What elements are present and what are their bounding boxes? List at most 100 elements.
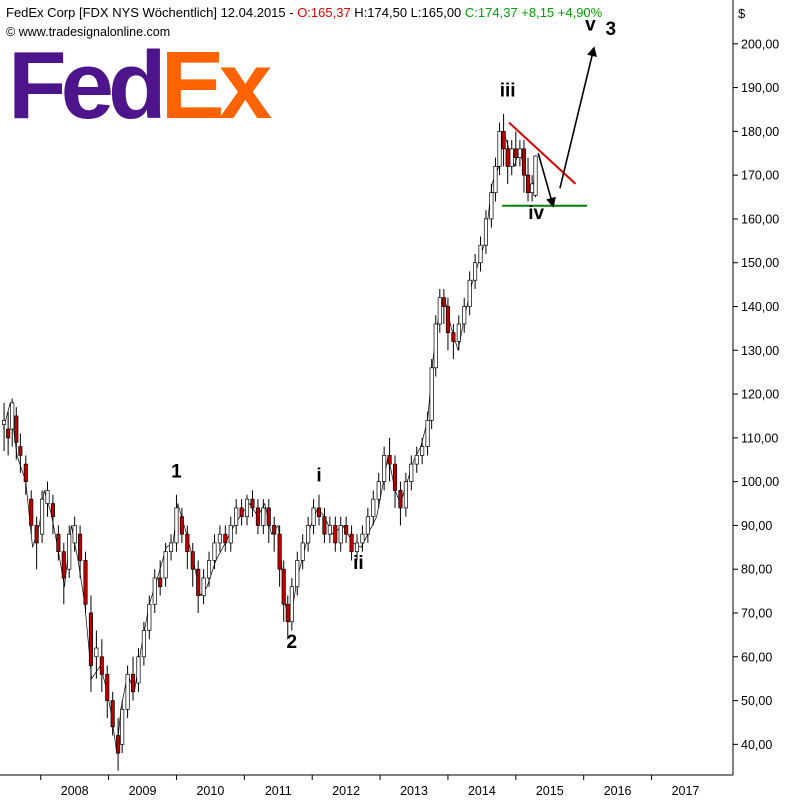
- candle-body: [120, 708, 125, 745]
- candle-body: [505, 148, 510, 167]
- candle-body: [18, 446, 23, 456]
- candle-body: [6, 428, 11, 439]
- candle-body: [398, 490, 403, 509]
- y-tick-label: 80,00: [741, 563, 772, 577]
- candle-body: [56, 533, 61, 553]
- open-value: O:165,37: [297, 5, 351, 20]
- y-tick-label: 120,00: [741, 388, 779, 402]
- candle-body: [451, 332, 456, 342]
- close-value: C:174,37 +8,15 +4,90%: [464, 5, 603, 20]
- candle-body: [316, 507, 322, 518]
- candle-body: [281, 568, 286, 605]
- candle-body: [34, 525, 39, 544]
- wave-label: 3: [606, 19, 617, 40]
- y-tick-label: 40,00: [741, 738, 772, 752]
- y-tick-label: 140,00: [741, 300, 779, 314]
- candle-body: [441, 297, 446, 307]
- candle-body: [360, 533, 365, 544]
- candle-body: [462, 306, 467, 325]
- candle-body: [489, 192, 494, 220]
- wave-label: 1: [171, 461, 182, 482]
- y-tick-label: 200,00: [741, 37, 779, 51]
- candle-body: [78, 533, 83, 561]
- wave-label: 2: [287, 632, 298, 653]
- candle-body: [420, 446, 425, 456]
- y-tick-label: 60,00: [741, 650, 772, 664]
- x-tick-label: 2015: [536, 784, 564, 798]
- candle-body: [354, 542, 360, 553]
- y-tick-label: 50,00: [741, 694, 772, 708]
- candle-body: [533, 155, 538, 196]
- candle-body: [201, 577, 206, 596]
- candle-body: [45, 490, 50, 504]
- candle-body: [2, 419, 7, 426]
- candle-body: [437, 297, 442, 325]
- candle-body: [255, 507, 260, 526]
- candle-body: [525, 174, 531, 194]
- candle-body: [333, 525, 338, 544]
- candle-body: [467, 279, 472, 307]
- candle-body: [409, 463, 414, 482]
- candle-body: [228, 525, 233, 544]
- chart-title: FedEx Corp [FDX NYS Wöchentlich] 12.04.2…: [6, 5, 298, 20]
- candle-body: [10, 402, 15, 430]
- website-label[interactable]: © www.tradesignalonline.com: [6, 25, 170, 39]
- wave-label: i: [316, 466, 321, 487]
- candle-body: [517, 148, 522, 158]
- candle-body: [272, 525, 277, 535]
- candle-body: [50, 503, 55, 518]
- candle-body: [61, 551, 66, 579]
- candle-body: [72, 525, 77, 544]
- chart-header: FedEx Corp [FDX NYS Wöchentlich] 12.04.2…: [6, 5, 602, 20]
- candle-body: [110, 700, 115, 728]
- candle-body: [190, 551, 195, 570]
- candle-body: [478, 244, 483, 264]
- currency-symbol: $: [738, 6, 746, 21]
- candle-body: [261, 507, 266, 526]
- candle-body: [88, 612, 93, 666]
- candle-body: [382, 455, 387, 482]
- candle-body: [239, 507, 244, 518]
- candle-body: [509, 148, 514, 167]
- candle-body: [83, 560, 88, 605]
- candle-body: [277, 533, 282, 570]
- candle-body: [141, 630, 146, 658]
- x-tick-label: 2013: [400, 784, 428, 798]
- candle-body: [99, 656, 104, 675]
- candle-body: [344, 525, 349, 535]
- high-low-values: H:174,50 L:165,00: [350, 5, 465, 20]
- candle-body: [185, 533, 190, 553]
- y-tick-label: 150,00: [741, 256, 779, 270]
- candle-body: [245, 498, 250, 518]
- candle-body: [223, 533, 228, 544]
- candle-body: [40, 498, 45, 535]
- candle-body: [94, 647, 99, 658]
- x-tick-label: 2010: [196, 784, 224, 798]
- candle-body: [311, 507, 316, 526]
- x-tick-label: 2014: [468, 784, 496, 798]
- candle-body: [338, 525, 343, 544]
- fedex-logo: FedEx: [8, 38, 272, 134]
- y-tick-label: 70,00: [741, 606, 772, 620]
- candle-body: [14, 415, 19, 443]
- x-tick-label: 2008: [61, 784, 89, 798]
- wave-label: iv: [528, 203, 544, 224]
- candle-body: [306, 525, 311, 544]
- wave-label: iii: [500, 80, 516, 101]
- candle-body: [174, 507, 179, 544]
- candle-body: [501, 131, 506, 150]
- candle-body: [493, 166, 498, 194]
- candle-body: [392, 463, 398, 491]
- candle-body: [179, 516, 184, 535]
- candle-body: [376, 481, 381, 500]
- candle-body: [530, 183, 535, 194]
- candle-body: [433, 323, 438, 369]
- candle-body: [300, 542, 305, 561]
- website-url: www.tradesignalonline.com: [18, 25, 171, 39]
- candle-body: [483, 218, 488, 246]
- candle-body: [125, 673, 130, 710]
- candle-body: [130, 673, 136, 693]
- price-path: [3, 131, 536, 754]
- candle-body: [327, 525, 332, 535]
